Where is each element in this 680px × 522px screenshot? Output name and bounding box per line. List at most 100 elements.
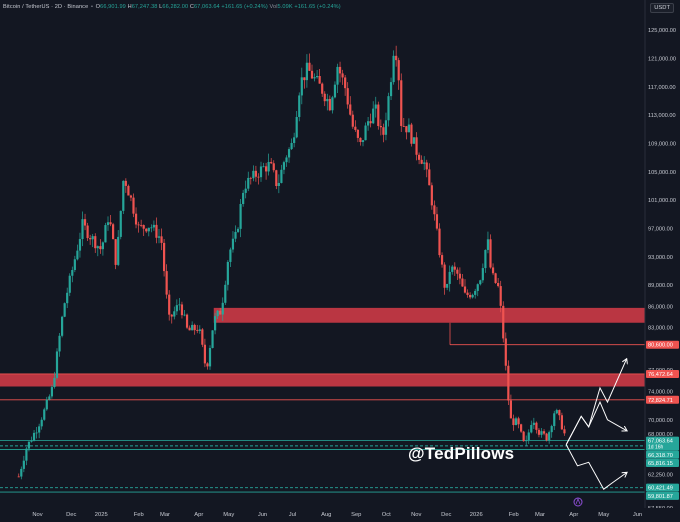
price-level-label: 66,318.70: [648, 453, 673, 459]
change-value: +161.65 (+0.24%): [221, 4, 268, 10]
supply-zone: [213, 307, 645, 323]
candle-body: [527, 432, 530, 441]
open-label: O: [95, 4, 101, 10]
x-tick-label: Dec: [441, 512, 451, 518]
y-tick-label: 121,000.00: [648, 57, 676, 63]
price-level-tag: [646, 459, 679, 468]
candle-body: [379, 125, 382, 128]
candle-body: [43, 409, 46, 420]
supply-zone: [0, 373, 645, 387]
price-level-label: 80,600.00: [648, 343, 673, 349]
candle-body: [152, 224, 155, 228]
candle-body: [183, 314, 186, 316]
candle-body: [318, 76, 321, 84]
candle-body: [313, 77, 316, 79]
candle-body: [420, 159, 423, 164]
candle-body: [331, 97, 334, 111]
candle-body: [66, 292, 69, 304]
time-axis-background: [0, 508, 680, 522]
candle-body: [134, 213, 138, 225]
candle-body: [106, 222, 110, 226]
candle-body: [338, 66, 342, 74]
candle-body: [280, 169, 283, 183]
candle-body: [514, 418, 518, 426]
y-tick-label: 93,000.00: [648, 255, 673, 261]
x-tick-label: Nov: [32, 512, 42, 518]
candle-body: [112, 224, 115, 240]
candle-body: [372, 108, 375, 124]
candle-body: [249, 177, 252, 179]
candle-body: [257, 176, 260, 178]
candle-body: [226, 261, 229, 285]
candle-body: [76, 250, 79, 260]
candle-body: [389, 82, 393, 97]
watermark-handle: @TedPillows: [408, 444, 515, 463]
candle-body: [456, 269, 459, 274]
candle-body: [117, 236, 120, 265]
price-level-label: 65,816.15: [648, 461, 673, 467]
candle-body: [537, 429, 541, 435]
candle-body: [25, 448, 28, 461]
x-tick-label: Mar: [160, 512, 170, 518]
candle-body: [321, 83, 324, 94]
candle-body: [293, 137, 296, 143]
x-tick-label: Aug: [321, 512, 331, 518]
candle-body: [328, 98, 331, 111]
x-tick-label: Feb: [509, 512, 519, 518]
candle-body: [356, 129, 359, 138]
candle-body: [440, 255, 444, 265]
candle-body: [254, 170, 257, 177]
candle-body: [30, 440, 33, 442]
candle-body: [553, 413, 556, 427]
x-tick-label: Sep: [351, 512, 361, 518]
candle-body: [517, 418, 520, 425]
candle-body: [471, 294, 474, 298]
y-tick-label: 109,000.00: [648, 142, 676, 148]
y-tick-label: 62,250.00: [648, 473, 673, 479]
open-value: 66,901.99: [100, 4, 126, 10]
candle-body: [129, 195, 133, 198]
y-tick-label: 86,000.00: [648, 304, 673, 310]
candle-body: [346, 88, 349, 105]
candle-body: [453, 266, 456, 270]
candle-body: [119, 210, 122, 237]
x-tick-label: Nov: [411, 512, 421, 518]
candle-body: [548, 432, 551, 441]
candle-body: [423, 162, 426, 164]
x-tick-label: Apr: [569, 512, 578, 518]
candle-body: [201, 329, 204, 345]
candle-body: [132, 197, 135, 214]
y-tick-label: 117,000.00: [648, 85, 676, 91]
candle-body: [242, 192, 245, 204]
candle-body: [206, 363, 209, 367]
candle-body: [504, 338, 507, 366]
candle-body: [333, 84, 337, 98]
candle-body: [285, 157, 288, 163]
candle-body: [374, 104, 377, 109]
currency-badge[interactable]: USDT: [650, 3, 674, 13]
candle-body: [178, 304, 181, 306]
candle-body: [53, 377, 56, 388]
candle-body: [558, 410, 561, 416]
candle-body: [275, 170, 278, 187]
x-tick-label: 2026: [470, 512, 483, 518]
candle-body: [540, 431, 543, 435]
candle-body: [188, 327, 191, 331]
candle-body: [451, 266, 454, 272]
candle-body: [512, 418, 515, 426]
candle-body: [114, 239, 117, 265]
candle-body: [410, 124, 413, 144]
candle-body: [83, 219, 87, 226]
candle-body: [211, 330, 214, 348]
candle-body: [560, 415, 563, 430]
candle-body: [377, 104, 380, 126]
candle-body: [489, 239, 492, 268]
candle-body: [221, 302, 224, 315]
symbol-title[interactable]: Bitcoin / TetherUS · 2D · Binance: [3, 4, 89, 10]
candle-body: [405, 126, 408, 133]
candle-body: [461, 278, 464, 287]
candle-body: [96, 246, 99, 249]
candle-body: [259, 166, 263, 178]
